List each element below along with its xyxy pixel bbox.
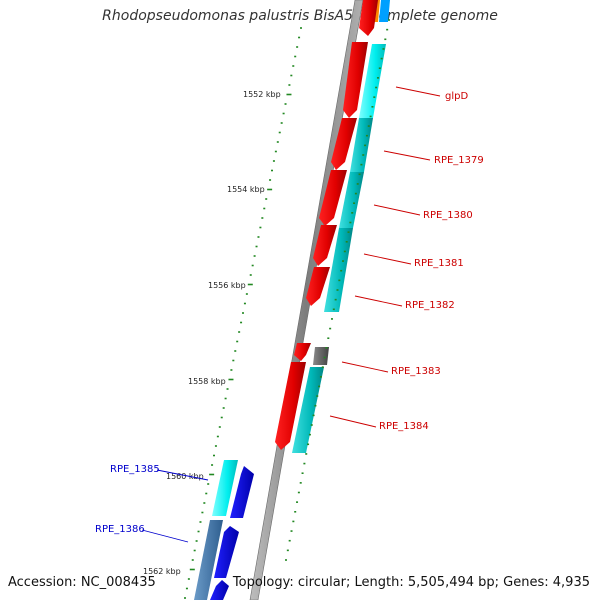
cds-arrow	[319, 170, 347, 226]
scale-label: 1560 kbp	[166, 472, 204, 481]
gene-bar	[339, 172, 364, 228]
gene-bar	[359, 44, 386, 118]
accession-text: Accession: NC_008435	[8, 575, 156, 590]
topology-text: Topology: circular; Length: 5,505,494 bp…	[232, 575, 590, 590]
scale-label: 1558 kbp	[188, 377, 226, 386]
gene-feature	[379, 0, 390, 22]
leader-line	[354, 295, 403, 307]
label-leaders	[141, 86, 441, 543]
gene-feature	[359, 0, 378, 36]
leader-line	[395, 86, 441, 97]
scale-labels: 1552 kbp 1554 kbp 1556 kbp 1558 kbp 1560…	[143, 90, 281, 576]
cds-arrow	[214, 526, 239, 578]
gene-label-rpe-1384[interactable]: RPE_1384	[379, 421, 429, 432]
leader-line	[383, 150, 431, 161]
gene-label-rpe-1382[interactable]: RPE_1382	[405, 300, 455, 311]
cds-arrow	[331, 118, 357, 170]
gene-bar	[313, 347, 329, 365]
gene-label-rpe-1385[interactable]: RPE_1385	[110, 464, 160, 475]
leader-line	[373, 204, 421, 216]
gene-bar	[324, 228, 353, 312]
cds-arrow	[313, 225, 337, 266]
gene-bar	[212, 460, 238, 516]
cds-arrow	[294, 343, 311, 361]
gene-bar	[292, 367, 324, 453]
gene-labels: glpD RPE_1379 RPE_1380 RPE_1381 RPE_1382…	[95, 91, 484, 535]
gene-bar	[350, 118, 373, 172]
minus-strand-track	[194, 460, 254, 600]
leader-line	[341, 361, 389, 373]
gene-label-glpd[interactable]: glpD	[445, 91, 468, 102]
gene-label-rpe-1383[interactable]: RPE_1383	[391, 366, 441, 377]
leader-line	[141, 529, 189, 543]
cds-arrow	[275, 362, 306, 450]
plus-strand-gene-track	[292, 44, 386, 453]
map-title: Rhodopseudomonas palustris BisA53, compl…	[102, 8, 498, 24]
leader-line	[156, 469, 209, 481]
gene-label-rpe-1386[interactable]: RPE_1386	[95, 524, 145, 535]
leader-line	[363, 253, 412, 265]
gene-label-rpe-1381[interactable]: RPE_1381	[414, 258, 464, 269]
scale-label: 1554 kbp	[227, 185, 265, 194]
cds-arrow	[306, 267, 330, 306]
gene-label-rpe-1379[interactable]: RPE_1379	[434, 155, 484, 166]
leader-line	[329, 415, 377, 428]
scale-label: 1552 kbp	[243, 90, 281, 99]
plus-strand-cds-track	[275, 42, 368, 450]
scale-label: 1562 kbp	[143, 567, 181, 576]
gene-label-rpe-1380[interactable]: RPE_1380	[423, 210, 473, 221]
cds-arrow	[210, 580, 229, 600]
scale-ticks	[184, 19, 390, 599]
gene-bar	[194, 520, 223, 600]
cds-arrow	[343, 42, 368, 118]
scale-label: 1556 kbp	[208, 281, 246, 290]
cds-arrow	[230, 466, 254, 518]
